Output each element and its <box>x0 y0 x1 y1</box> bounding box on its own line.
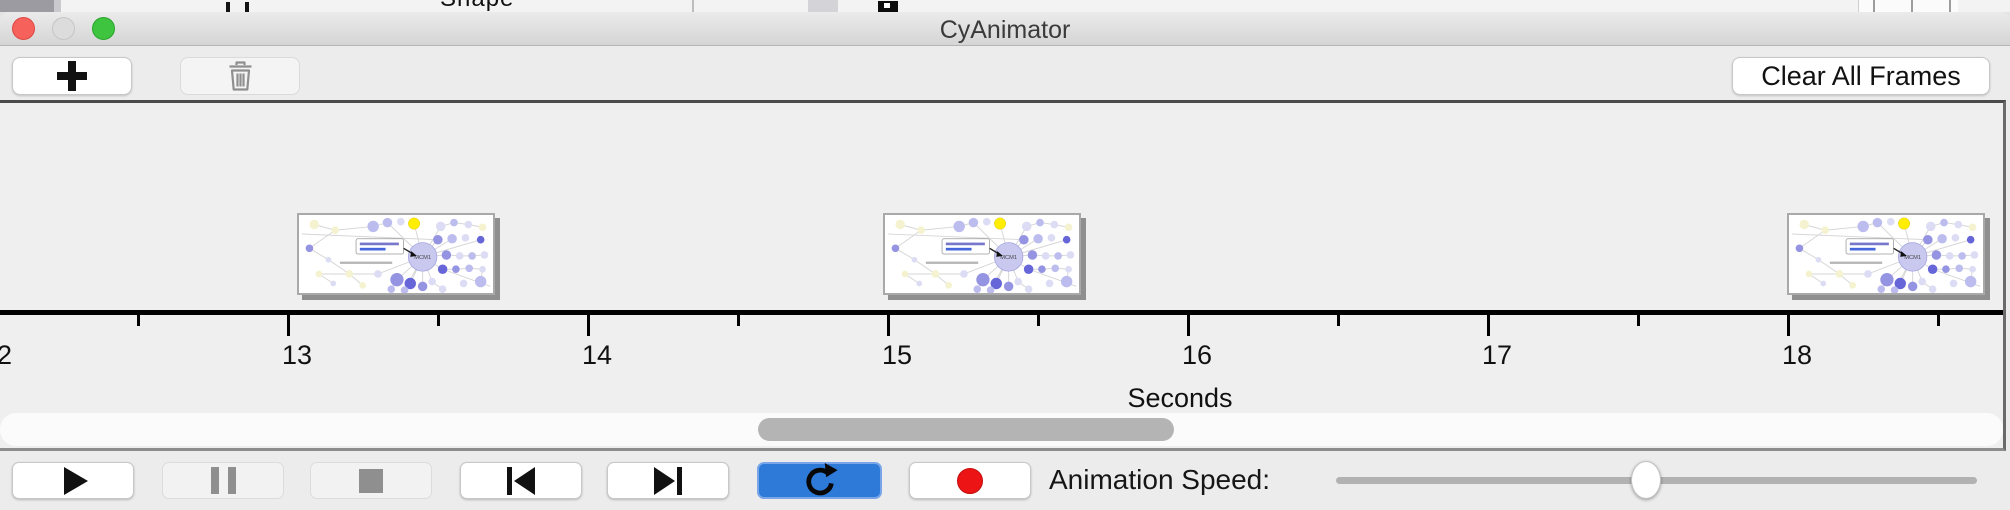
timeline-axis <box>0 310 2003 315</box>
pause-icon <box>210 467 236 494</box>
close-button[interactable] <box>12 17 35 40</box>
background-fragment <box>878 1 898 12</box>
animation-speed-slider-thumb[interactable] <box>1631 461 1662 499</box>
loop-button[interactable] <box>757 462 882 499</box>
keyframe-thumbnail[interactable]: MCM1 <box>883 213 1081 295</box>
background-fragment <box>54 0 61 12</box>
record-button[interactable] <box>909 462 1031 499</box>
tick-label: 12 <box>0 340 37 371</box>
skip-to-end-icon <box>654 466 682 495</box>
background-fragment <box>692 0 694 12</box>
timeline-scrollbar-track[interactable] <box>0 413 2003 446</box>
minor-tick <box>1037 315 1040 326</box>
tick-label: 17 <box>1481 340 1513 370</box>
tick-label: 18 <box>1781 340 1813 370</box>
tick-label: 13 <box>281 340 313 370</box>
background-app-strip: Shape <box>0 0 2010 12</box>
major-tick <box>287 315 290 336</box>
minor-tick <box>437 315 440 326</box>
skip-to-start-button[interactable] <box>460 462 582 499</box>
tick-label: 15 <box>881 340 913 370</box>
timeline-scrollbar-thumb[interactable] <box>758 418 1174 441</box>
major-tick <box>887 315 890 336</box>
background-partial-text: Shape <box>440 0 550 12</box>
timeline-panel: MCM1 <box>0 100 2006 451</box>
frame-toolbar: Clear All Frames <box>0 47 2010 100</box>
skip-to-end-button[interactable] <box>607 462 729 499</box>
background-fragment <box>1858 0 1958 12</box>
network-preview: MCM1 <box>887 217 1077 293</box>
minor-tick <box>1937 315 1940 326</box>
network-preview: MCM1 <box>301 217 491 293</box>
background-fragment <box>245 2 249 12</box>
add-frame-button[interactable] <box>12 57 132 95</box>
play-button[interactable] <box>12 462 134 499</box>
minor-tick <box>137 315 140 326</box>
keyframe-thumbnail[interactable]: MCM1 <box>1787 213 1985 295</box>
major-tick <box>1787 315 1790 336</box>
major-tick <box>1487 315 1490 336</box>
background-fragment <box>226 2 230 12</box>
playback-bar: Animation Speed: <box>0 451 2010 510</box>
tick-label: 16 <box>1181 340 1213 370</box>
delete-frame-button[interactable] <box>180 57 300 95</box>
minimize-button[interactable] <box>52 17 75 40</box>
svg-text:MCM1: MCM1 <box>414 255 431 261</box>
record-icon <box>957 467 983 494</box>
tick-label: 14 <box>581 340 613 370</box>
animation-speed-label: Animation Speed: <box>1049 464 1271 495</box>
axis-label: Seconds <box>1127 383 1233 413</box>
network-preview: MCM1 <box>1791 217 1981 293</box>
animation-speed-slider[interactable] <box>1336 461 1977 499</box>
background-fragment <box>808 0 838 12</box>
stop-icon <box>359 468 383 493</box>
svg-text:MCM1: MCM1 <box>1904 255 1921 261</box>
play-icon <box>64 466 88 495</box>
plus-icon <box>56 60 88 92</box>
skip-to-start-icon <box>507 466 535 495</box>
keyframe-thumbnail[interactable]: MCM1 <box>297 213 495 295</box>
minor-tick <box>1637 315 1640 326</box>
major-tick <box>1187 315 1190 336</box>
pause-button[interactable] <box>162 462 284 499</box>
minor-tick <box>1337 315 1340 326</box>
loop-icon <box>805 462 838 495</box>
minor-tick <box>737 315 740 326</box>
window-title: CyAnimator <box>939 16 1071 44</box>
svg-text:MCM1: MCM1 <box>1000 255 1017 261</box>
major-tick <box>587 315 590 336</box>
clear-all-frames-button[interactable]: Clear All Frames <box>1732 57 1990 95</box>
zoom-button[interactable] <box>92 17 115 40</box>
trash-icon <box>229 61 251 91</box>
title-bar: CyAnimator <box>0 12 2010 46</box>
stop-button[interactable] <box>310 462 432 499</box>
background-fragment <box>0 0 54 12</box>
cyanimator-window: CyAnimator Clear All Frames <box>0 12 2010 510</box>
